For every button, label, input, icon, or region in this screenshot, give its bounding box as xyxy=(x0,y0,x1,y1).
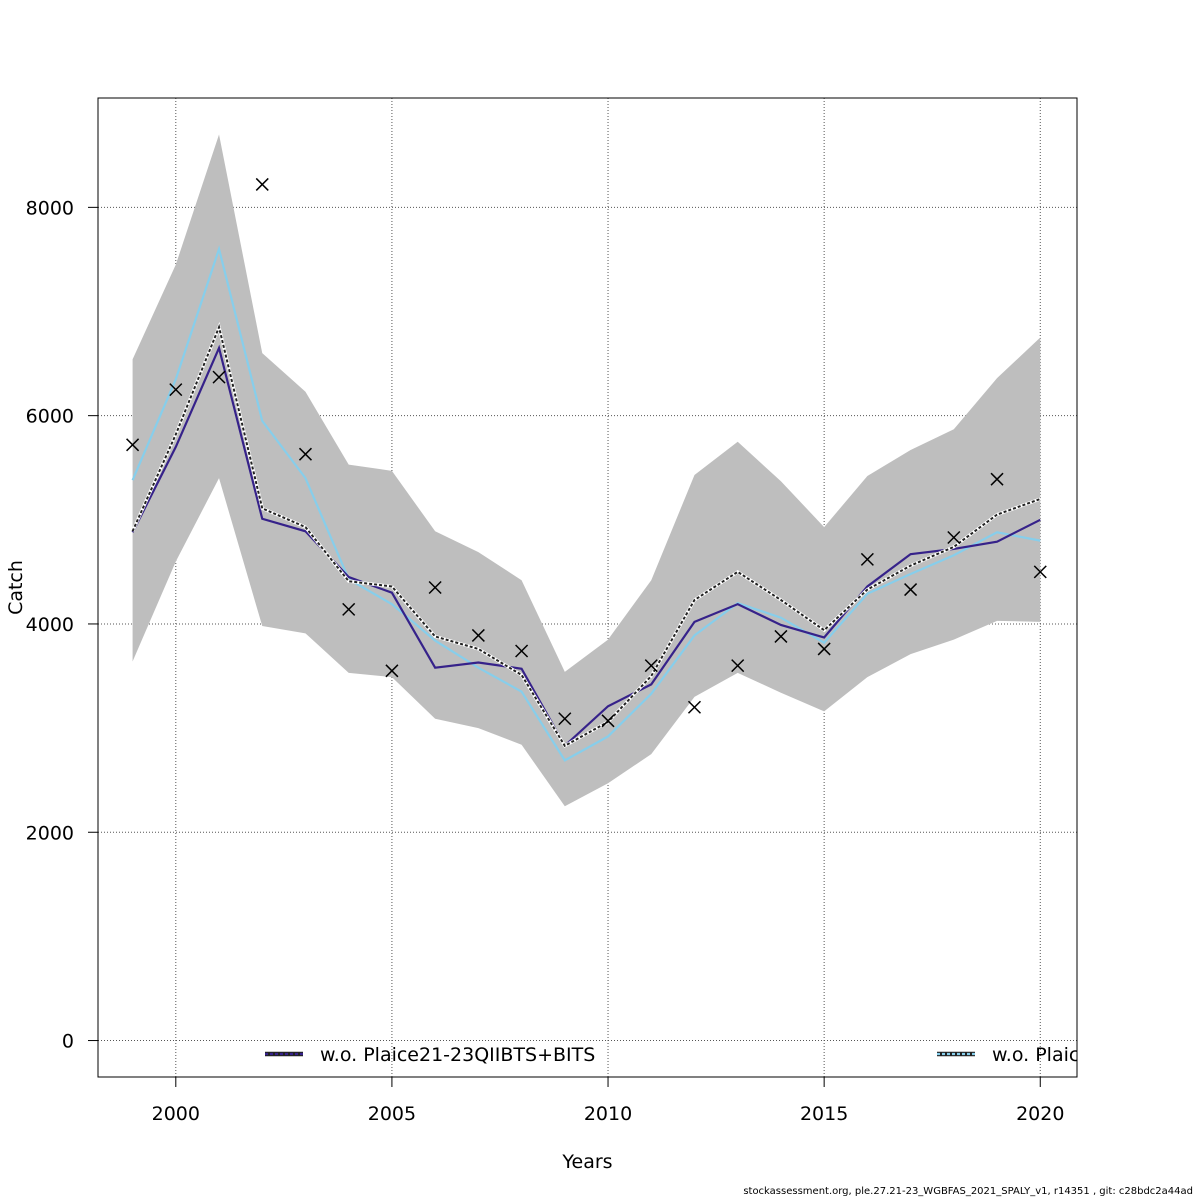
x-tick-label-2010: 2010 xyxy=(584,1103,632,1125)
observation-point-stroke-b xyxy=(601,714,615,728)
observation-point-stroke-b xyxy=(126,438,140,452)
observation-point xyxy=(990,472,1004,486)
x-tick-label-2005: 2005 xyxy=(368,1103,416,1125)
observation-point-stroke-b xyxy=(774,629,788,643)
observation-point-stroke-b xyxy=(169,383,183,397)
y-axis-title: Catch xyxy=(5,560,27,615)
observation-point xyxy=(255,177,269,191)
observation-point xyxy=(298,447,313,461)
observation-point xyxy=(731,659,745,673)
series-line-1 xyxy=(131,245,1041,762)
observation-point xyxy=(169,383,183,397)
y-axis: 0 2000 4000 6000 8000 xyxy=(26,197,98,1053)
observation-point-stroke-b xyxy=(471,628,485,642)
observation-point xyxy=(947,530,961,545)
series-line-2 xyxy=(131,323,1041,748)
x-axis-title: Years xyxy=(561,1151,612,1173)
observation-points xyxy=(126,177,1047,728)
observation-point-stroke-b xyxy=(428,580,442,595)
observation-point xyxy=(687,700,702,714)
observation-point-stroke-b xyxy=(558,712,572,726)
credit-text: stockassessment.org, ple.27.21-23_WGBFAS… xyxy=(743,1186,1193,1197)
observation-point-stroke-b xyxy=(687,700,702,714)
observation-point xyxy=(385,664,399,678)
y-tick-label-4000: 4000 xyxy=(26,614,74,636)
observation-point xyxy=(774,629,788,643)
observation-point-stroke-b xyxy=(817,642,831,656)
observation-point xyxy=(601,714,615,728)
x-tick-label-2000: 2000 xyxy=(152,1103,200,1125)
observation-point xyxy=(817,642,831,656)
observation-point xyxy=(126,438,140,452)
y-tick-label-0: 0 xyxy=(62,1031,74,1053)
observation-point xyxy=(342,602,356,616)
y-tick-label-8000: 8000 xyxy=(26,197,74,219)
observation-point-stroke-b xyxy=(644,659,658,673)
observation-point-stroke-b xyxy=(212,370,226,384)
observation-point-stroke-b xyxy=(255,177,269,191)
x-axis: 2000 2005 2010 2015 2020 xyxy=(152,1077,1064,1125)
legend: w.o. Plaice21-23QIIBTS+BITS w.o. Plaic xyxy=(265,1044,1079,1066)
observation-point-stroke-b xyxy=(298,447,313,461)
observation-point xyxy=(904,583,918,597)
y-tick-label-2000: 2000 xyxy=(26,822,74,844)
observation-point xyxy=(860,552,874,566)
observation-point xyxy=(212,370,226,384)
observation-point xyxy=(1033,565,1047,579)
legend-label-1: w.o. Plaic xyxy=(992,1044,1079,1066)
observation-point xyxy=(471,628,485,642)
observation-point xyxy=(558,712,572,726)
observation-point-stroke-b xyxy=(904,583,918,597)
confidence-band xyxy=(132,134,1041,807)
observation-point-stroke-b xyxy=(947,530,961,545)
x-tick-label-2015: 2015 xyxy=(800,1103,848,1125)
observation-point-stroke-b xyxy=(731,659,745,673)
observation-point-stroke-b xyxy=(342,602,356,616)
observation-point-stroke-b xyxy=(1033,565,1047,579)
y-tick-label-6000: 6000 xyxy=(26,406,74,428)
observation-point-stroke-b xyxy=(990,472,1004,486)
x-tick-label-2020: 2020 xyxy=(1016,1103,1064,1125)
series-line-0 xyxy=(131,344,1041,748)
observation-point-stroke-b xyxy=(860,552,874,566)
observation-point-stroke-b xyxy=(385,664,399,678)
plot-frame xyxy=(97,97,1078,1078)
observation-point-stroke-b xyxy=(515,644,529,658)
legend-label-0: w.o. Plaice21-23QIIBTS+BITS xyxy=(320,1044,595,1066)
observation-point xyxy=(644,659,658,673)
observation-point xyxy=(515,644,529,658)
series-lines xyxy=(131,245,1041,762)
observation-point xyxy=(428,580,442,595)
